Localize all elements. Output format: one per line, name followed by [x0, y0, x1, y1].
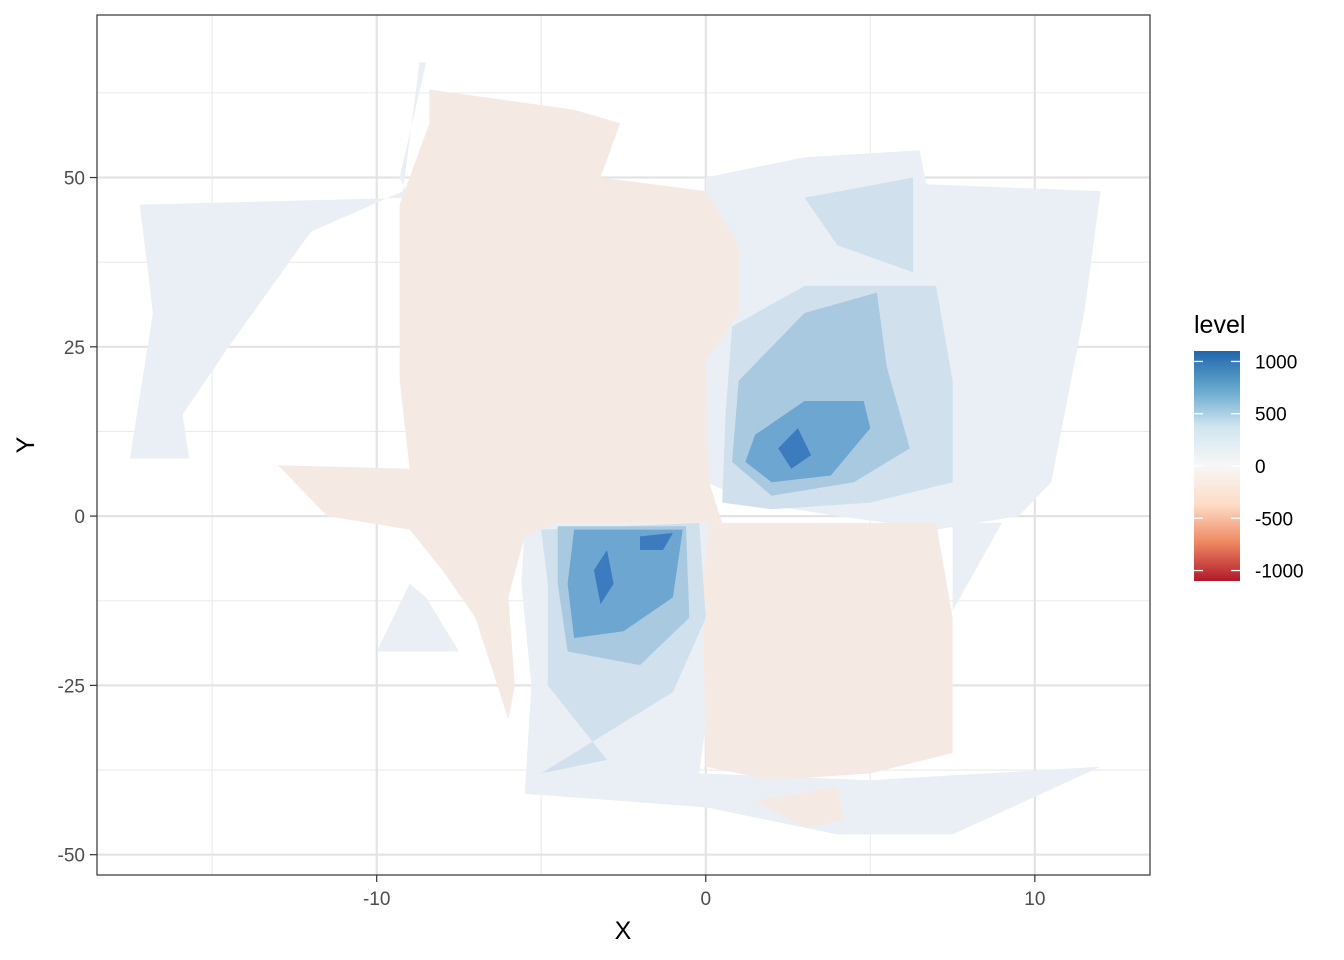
- x-tick-label: -10: [363, 889, 390, 910]
- x-axis-title: X: [615, 917, 632, 945]
- level-band-pos-100: [952, 522, 1002, 611]
- legend-label: 500: [1255, 405, 1287, 426]
- x-tick-label: 10: [1024, 889, 1045, 910]
- y-tick-label: 0: [74, 507, 85, 528]
- legend-label: -1000: [1255, 562, 1304, 583]
- level-band-pos-850: [640, 533, 673, 550]
- level-band-pos-100: [376, 583, 459, 652]
- x-axis: -10 0 10: [363, 875, 1045, 910]
- legend-ticks: 1000 500 0 -500 -1000: [1194, 352, 1304, 583]
- level-band-pos-650: [745, 401, 871, 483]
- y-tick-label: -25: [58, 676, 85, 697]
- y-tick-label: -50: [58, 846, 85, 867]
- legend-label: 1000: [1255, 352, 1297, 373]
- level-band-neg-100: [702, 522, 953, 781]
- y-axis-title: Y: [12, 436, 40, 453]
- contour-regions: [129, 62, 1101, 835]
- legend-title: level: [1194, 311, 1245, 339]
- legend-label: 0: [1255, 457, 1266, 478]
- legend: level 1000 500 0 -500 -1000: [1194, 311, 1304, 583]
- plot-border: [96, 14, 1151, 876]
- level-band-pos-850: [778, 428, 812, 469]
- level-band-pos-850: [593, 550, 614, 605]
- level-band-pos-100: [129, 62, 427, 459]
- level-band-neg-100: [278, 89, 739, 720]
- level-band-pos-650: [567, 529, 683, 638]
- legend-label: -500: [1255, 509, 1293, 530]
- x-tick-label: 0: [700, 889, 711, 910]
- y-tick-label: 50: [64, 169, 85, 190]
- level-band-neg-100: [755, 787, 844, 828]
- level-band-pos-250: [804, 177, 914, 273]
- y-tick-label: 25: [64, 338, 85, 359]
- y-axis: -50 -25 0 25 50: [58, 169, 97, 867]
